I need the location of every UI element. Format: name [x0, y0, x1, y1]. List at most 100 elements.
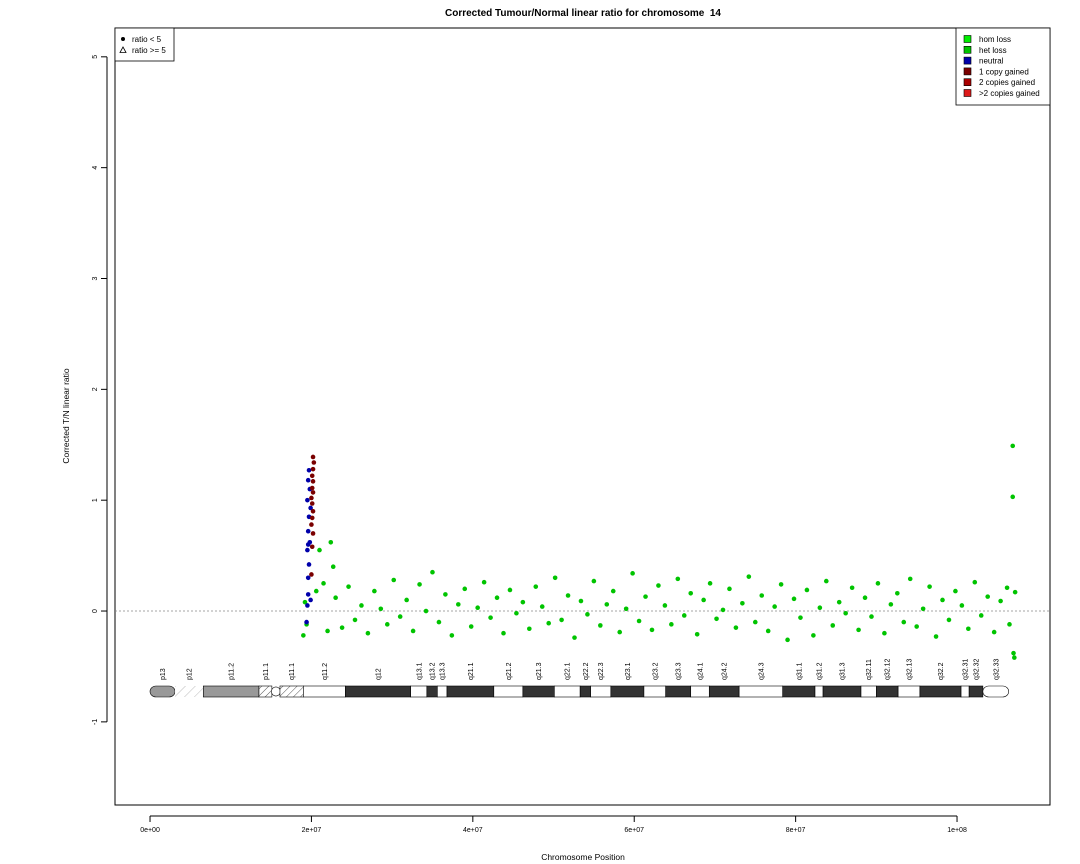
data-point [972, 579, 978, 585]
legend-label: neutral [979, 57, 1004, 66]
band-label: q13.3 [440, 662, 447, 680]
data-point [317, 547, 322, 553]
band-label: q31.2 [817, 662, 824, 680]
data-point [888, 602, 894, 607]
legend-box [955, 27, 1051, 106]
data-point [998, 598, 1003, 604]
y-tick-label: 0 [92, 609, 99, 613]
data-point [720, 607, 726, 613]
data-point [423, 608, 429, 614]
chart-title: Corrected Tumour/Normal linear ratio for… [445, 8, 721, 19]
legend-symbol [119, 46, 127, 53]
x-axis-label: Chromosome Position [541, 852, 625, 862]
ideogram-band [345, 685, 411, 698]
data-point [959, 603, 965, 608]
data-point [308, 505, 313, 511]
x-tick-label: 6e+07 [624, 827, 644, 834]
data-point [305, 477, 311, 483]
data-point [823, 578, 829, 584]
legend-swatch [963, 56, 972, 65]
data-point [310, 490, 316, 495]
data-point [449, 633, 455, 638]
band-label: q13.2 [430, 662, 437, 680]
data-point [740, 600, 745, 606]
data-point [1004, 585, 1010, 591]
data-point [966, 626, 971, 632]
band-label: q22.3 [598, 662, 605, 680]
data-point [869, 614, 874, 619]
data-point [733, 625, 739, 630]
ideogram-band [410, 685, 428, 698]
band-label: q24.1 [698, 662, 705, 680]
data-point [791, 596, 797, 602]
data-point [707, 581, 713, 586]
data-point [765, 628, 771, 634]
ideogram-band [279, 685, 304, 698]
ideogram-band [493, 685, 524, 698]
x-tick-label: 2e+07 [302, 827, 322, 834]
data-point [617, 629, 623, 635]
data-point [417, 582, 422, 587]
data-point [539, 604, 545, 609]
data-point [533, 584, 539, 589]
data-point [572, 635, 577, 640]
data-point [804, 587, 810, 593]
data-point [727, 586, 732, 592]
y-tick-label: 5 [92, 55, 99, 59]
y-tick-label: 1 [92, 498, 99, 502]
data-point [817, 605, 823, 611]
data-point [798, 615, 803, 620]
data-point [630, 571, 635, 576]
ideogram-band [202, 685, 260, 698]
shape-legend-label: ratio >= 5 [132, 46, 166, 55]
ideogram-band [814, 685, 824, 698]
data-point [404, 597, 409, 603]
data-point [978, 613, 984, 618]
data-point [933, 634, 939, 639]
data-point [305, 603, 310, 608]
ideogram-band [522, 685, 555, 698]
data-point [520, 599, 526, 605]
data-point [669, 622, 674, 627]
data-point [305, 575, 311, 581]
data-point [339, 625, 345, 630]
data-point [456, 602, 461, 607]
band-label: q24.3 [758, 662, 765, 680]
ideogram-band [258, 685, 273, 698]
data-point [920, 606, 926, 612]
data-point [1010, 494, 1016, 500]
data-point [623, 606, 629, 612]
band-label: q32.33 [993, 658, 1000, 680]
data-point [1010, 443, 1016, 449]
data-point [578, 598, 584, 604]
data-point [352, 617, 358, 623]
ideogram-band [437, 685, 448, 698]
data-point [552, 575, 558, 581]
data-point [305, 497, 310, 503]
data-point [752, 619, 758, 625]
data-point [309, 495, 314, 501]
data-point [308, 597, 313, 603]
ideogram-band [303, 685, 346, 698]
band-label: q23.1 [625, 662, 632, 680]
data-point [443, 592, 448, 597]
data-point [598, 623, 603, 628]
y-tick-label: 3 [92, 276, 99, 280]
data-point [610, 588, 616, 594]
band-label: q11.1 [289, 663, 296, 680]
band-label: q23.3 [676, 662, 683, 680]
data-point [384, 622, 390, 627]
data-point [309, 572, 314, 577]
data-point [310, 466, 316, 472]
x-tick-label: 0e+00 [140, 827, 160, 834]
data-point [856, 627, 861, 633]
ideogram-band [860, 685, 877, 698]
ideogram-band [590, 685, 612, 698]
data-point [397, 614, 403, 619]
ideogram-band [876, 685, 899, 698]
y-tick-label: 2 [92, 387, 99, 391]
ideogram-band [690, 685, 710, 698]
